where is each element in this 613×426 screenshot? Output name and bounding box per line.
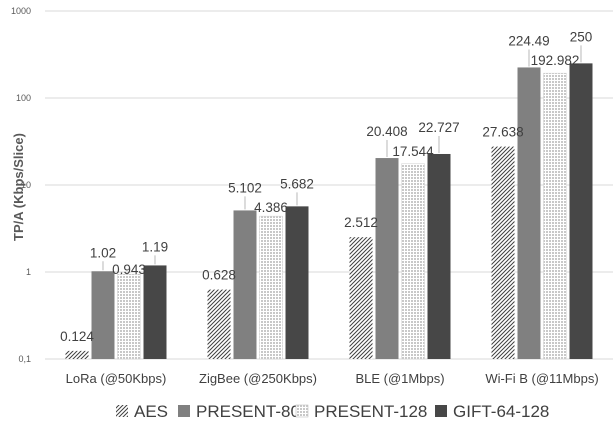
y-tick-label: 1	[26, 267, 31, 277]
data-label: 20.408	[366, 124, 407, 139]
bar-aes-lora-50kbps	[65, 350, 89, 359]
data-label: 0.628	[202, 268, 236, 283]
legend-label-present-80: PRESENT-80	[196, 402, 300, 421]
legend-swatch-present-80	[178, 405, 190, 417]
bar-gift-64-128-wi-fi-b-11mbps	[569, 63, 593, 360]
bars	[65, 63, 593, 360]
data-label: 27.638	[482, 125, 523, 140]
bar-present-128-lora-50kbps	[117, 273, 141, 360]
bar-present-80-zigbee-250kbps	[233, 210, 257, 359]
bar-gift-64-128-zigbee-250kbps	[285, 206, 309, 359]
data-label: 250	[570, 29, 593, 44]
legend-swatch-aes	[116, 405, 128, 417]
x-axis-categories: LoRa (@50Kbps) ZigBee (@250Kbps) BLE (@1Mb…	[66, 371, 599, 386]
bar-gift-64-128-lora-50kbps	[143, 265, 167, 359]
data-label: 4.386	[254, 200, 288, 215]
legend: AES PRESENT-80 PRESENT-128 GIFT-64-128	[116, 402, 549, 421]
y-axis-label: TP/A (Kbps/Slice)	[11, 133, 26, 241]
x-category-label: Wi-Fi B (@11Mbps)	[485, 371, 598, 386]
legend-swatch-gift-64-128	[435, 405, 447, 417]
y-tick-label: 100	[16, 93, 31, 103]
bar-present-128-zigbee-250kbps	[259, 215, 283, 360]
data-label: 1.02	[90, 245, 116, 260]
data-labels: 0.124 1.02 0.943 1.19 0.628 5.102 4.386 5.682 2.…	[60, 29, 592, 343]
x-category-label: LoRa (@50Kbps)	[66, 371, 167, 386]
data-label: 5.682	[280, 176, 314, 191]
data-label: 5.102	[228, 180, 262, 195]
data-label: 224.49	[508, 33, 549, 48]
data-label: 17.544	[392, 144, 434, 159]
data-label: 0.943	[112, 262, 146, 277]
legend-label-aes: AES	[134, 402, 168, 421]
x-category-label: BLE (@1Mbps)	[355, 371, 444, 386]
bar-gift-64-128-ble-1mbps	[427, 153, 451, 359]
y-tick-label: 10	[21, 180, 31, 190]
bar-present-128-wi-fi-b-11mbps	[543, 72, 567, 360]
y-axis-ticks: 0,1 1 10 100 1000	[11, 6, 31, 364]
data-label: 2.512	[344, 215, 378, 230]
data-label: 0.124	[60, 329, 94, 344]
bar-present-128-ble-1mbps	[401, 163, 425, 360]
data-label: 192.982	[531, 53, 580, 68]
legend-swatch-present-128	[295, 404, 309, 418]
bar-aes-zigbee-250kbps	[207, 289, 231, 359]
legend-label-present-128: PRESENT-128	[314, 402, 427, 421]
y-tick-label: 1000	[11, 6, 31, 16]
data-label: 1.19	[142, 239, 168, 254]
bar-present-80-ble-1mbps	[375, 158, 399, 359]
bar-present-80-lora-50kbps	[91, 271, 115, 359]
x-category-label: ZigBee (@250Kbps)	[199, 371, 317, 386]
data-label: 22.727	[418, 120, 459, 135]
y-tick-label: 0,1	[18, 354, 31, 364]
bar-aes-ble-1mbps	[349, 237, 373, 359]
bar-aes-wi-fi-b-11mbps	[491, 146, 515, 359]
bar-present-80-wi-fi-b-11mbps	[517, 67, 541, 359]
legend-label-gift-64-128: GIFT-64-128	[453, 402, 549, 421]
